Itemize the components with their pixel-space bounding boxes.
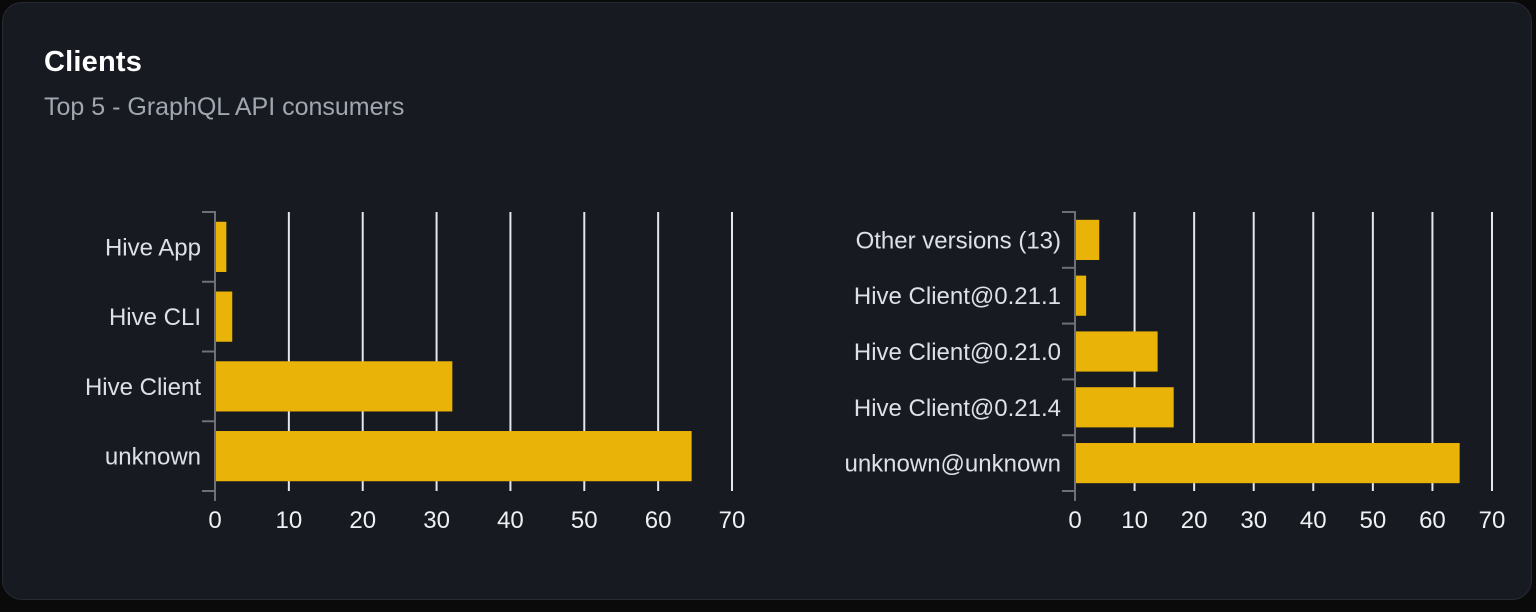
x-tick-label: 10 (276, 507, 303, 534)
category-label: Hive Client@0.21.4 (854, 395, 1061, 422)
bar-hive-cli[interactable] (216, 291, 233, 342)
x-tick-label: 60 (645, 507, 672, 534)
x-tick-label: 20 (1181, 507, 1208, 534)
x-tick-label: 10 (1121, 507, 1148, 534)
clients-bar-chart: Hive App Hive CLI Hive Client unknown 0 10 20 3… (85, 211, 746, 534)
x-tick-label: 40 (1300, 507, 1327, 534)
category-label: Hive Client@0.21.0 (854, 339, 1061, 366)
x-tick-label: 50 (1360, 507, 1387, 534)
category-label: Hive CLI (109, 304, 201, 331)
category-label: Hive Client@0.21.1 (854, 283, 1061, 310)
x-tick-label: 30 (423, 507, 450, 534)
x-tick-label: 70 (719, 507, 746, 534)
bar-hive-client-0.21.0[interactable] (1076, 331, 1158, 372)
bar-unknown[interactable] (216, 431, 692, 482)
x-tick-label: 70 (1479, 507, 1506, 534)
x-tick-label: 50 (571, 507, 598, 534)
client-versions-bar-chart: Other versions (13) Hive Client@0.21.1 Hiv… (844, 211, 1506, 534)
card-subtitle: Top 5 - GraphQL API consumers (44, 93, 405, 121)
card-title: Clients (44, 46, 143, 78)
clients-card: Clients Top 5 - GraphQL API consumers Hi… (2, 2, 1532, 600)
bar-hive-client-0.21.1[interactable] (1076, 275, 1087, 316)
x-tick-label: 0 (208, 507, 221, 534)
x-tick-label: 60 (1419, 507, 1446, 534)
bar-hive-client-0.21.4[interactable] (1076, 387, 1174, 428)
x-tick-label: 20 (349, 507, 376, 534)
category-label: Hive App (105, 234, 201, 261)
bar-hive-client[interactable] (216, 361, 453, 412)
bar-unknown-unknown[interactable] (1076, 443, 1460, 484)
bar-other-versions-13-[interactable] (1076, 219, 1100, 260)
category-label: unknown (105, 444, 201, 471)
bar-hive-app[interactable] (216, 221, 227, 272)
category-label: Other versions (13) (856, 227, 1061, 254)
x-tick-label: 0 (1068, 507, 1081, 534)
x-tick-label: 30 (1240, 507, 1267, 534)
category-label: Hive Client (85, 374, 201, 401)
category-label: unknown@unknown (844, 451, 1061, 478)
x-tick-label: 40 (497, 507, 524, 534)
